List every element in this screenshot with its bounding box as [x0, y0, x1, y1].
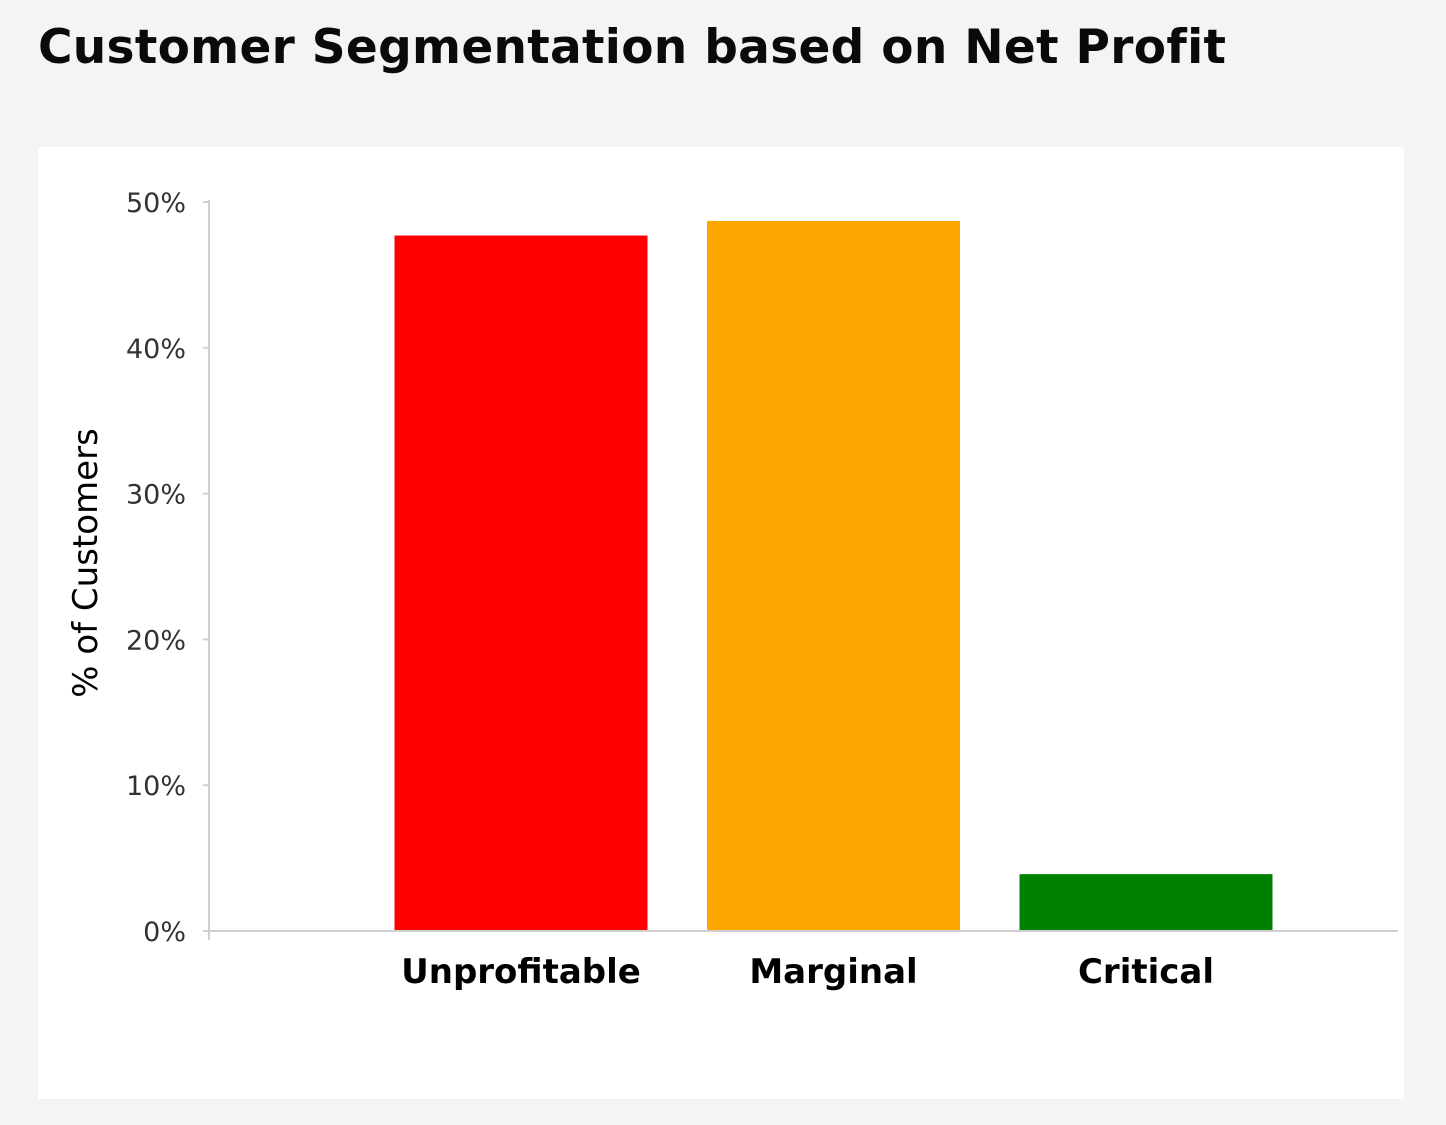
chart-title: Customer Segmentation based on Net Profi… — [38, 20, 1227, 75]
y-axis-ticks: 0% 10% 20% 30% 40% 50% — [126, 188, 209, 948]
y-tick-label: 10% — [126, 771, 186, 802]
x-category-label: Critical — [1078, 952, 1214, 992]
axes — [203, 200, 1398, 940]
y-tick-label: 50% — [126, 188, 186, 219]
x-axis-labels: Unprofitable Marginal Critical — [401, 952, 1214, 992]
bars — [394, 220, 1273, 932]
x-category-label: Unprofitable — [401, 952, 641, 992]
y-tick-label: 30% — [126, 480, 186, 511]
bar-marginal — [707, 220, 960, 932]
y-tick-label: 0% — [143, 917, 186, 948]
x-category-label: Marginal — [749, 952, 917, 992]
bar-unprofitable — [394, 235, 648, 931]
y-axis-label: % of Customers — [66, 428, 106, 698]
y-tick-label: 20% — [126, 625, 186, 656]
y-tick-label: 40% — [126, 334, 186, 365]
bar-critical — [1019, 874, 1273, 931]
